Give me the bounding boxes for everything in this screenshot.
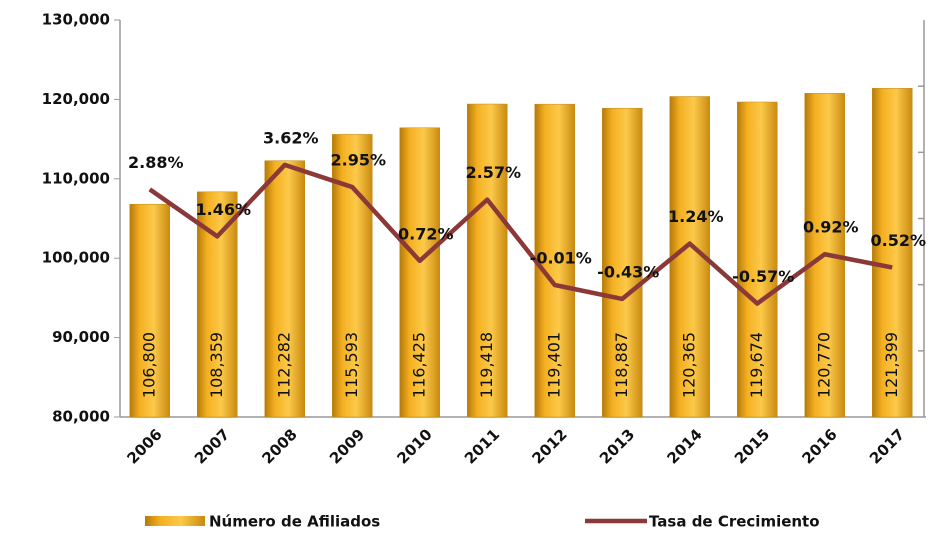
line-value-label: 0.92% xyxy=(803,218,859,237)
y-tick-label: 80,000 xyxy=(52,408,110,426)
bar xyxy=(129,203,170,418)
x-tick-label: 2016 xyxy=(799,425,841,467)
line-value-label: 2.88% xyxy=(128,153,184,172)
line-value-label: 3.62% xyxy=(263,128,319,147)
x-tick-label: 2012 xyxy=(529,425,571,467)
bar-value-label: 119,401 xyxy=(544,332,563,398)
y-tick-label: 130,000 xyxy=(42,11,110,29)
line-value-label: -0.01% xyxy=(530,248,592,267)
line-value-label: -0.57% xyxy=(732,267,794,286)
x-tick-label: 2009 xyxy=(326,425,368,467)
legend-label: Tasa de Crecimiento xyxy=(649,513,820,531)
bar-value-label: 118,887 xyxy=(612,332,631,398)
bar-value-label: 119,674 xyxy=(747,332,766,398)
legend-label: Número de Afiliados xyxy=(209,513,380,531)
x-tick-label: 2010 xyxy=(394,425,436,467)
line-value-label: 0.52% xyxy=(870,231,926,250)
x-tick-label: 2011 xyxy=(461,425,503,467)
x-tick-label: 2008 xyxy=(259,425,301,467)
x-tick-label: 2015 xyxy=(731,425,773,467)
bar xyxy=(872,88,913,418)
bar xyxy=(467,103,508,418)
bar xyxy=(602,107,643,418)
bar-value-label: 108,359 xyxy=(207,332,226,398)
y-tick-label: 90,000 xyxy=(52,328,110,346)
y-tick-label: 100,000 xyxy=(42,249,110,267)
bar-value-label: 115,593 xyxy=(342,332,361,398)
line-value-label: 1.24% xyxy=(668,207,724,226)
y-tick-label: 120,000 xyxy=(42,90,110,108)
bar-value-label: 120,770 xyxy=(814,332,833,398)
line-value-label: 2.57% xyxy=(465,163,521,182)
bar xyxy=(737,101,778,418)
x-tick-label: 2017 xyxy=(866,425,908,467)
x-tick-label: 2007 xyxy=(191,425,233,467)
bar-value-label: 112,282 xyxy=(274,332,293,398)
x-tick-label: 2006 xyxy=(124,425,166,467)
line-value-label: 2.95% xyxy=(330,151,386,170)
x-tick-label: 2013 xyxy=(596,425,638,467)
line-value-label: -0.43% xyxy=(597,262,659,281)
x-tick-label: 2014 xyxy=(664,425,706,467)
bar xyxy=(534,103,575,418)
line xyxy=(148,162,893,306)
bar-value-label: 119,418 xyxy=(477,332,496,398)
bar-value-label: 116,425 xyxy=(409,332,428,398)
bar-value-label: 121,399 xyxy=(882,332,901,398)
y-tick-label: 110,000 xyxy=(42,169,110,187)
legend-swatch xyxy=(145,516,205,526)
line-value-label: 1.46% xyxy=(195,200,251,219)
bar-value-label: 106,800 xyxy=(139,332,158,398)
bar-value-label: 120,365 xyxy=(679,332,698,398)
bar xyxy=(399,127,440,418)
bar xyxy=(197,191,238,418)
line-value-label: 0.72% xyxy=(398,224,454,243)
bar xyxy=(264,160,305,418)
